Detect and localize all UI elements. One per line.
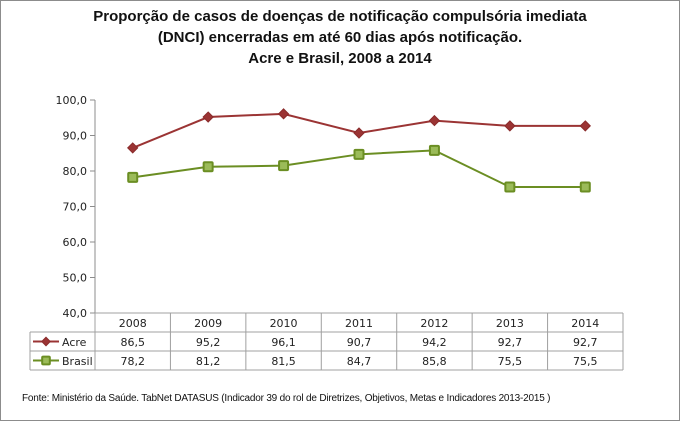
- data-label-brasil: 81,2: [196, 355, 221, 368]
- source-note: Fonte: Ministério da Saúde. TabNet DATAS…: [22, 393, 551, 404]
- y-tick-label: 80,0: [63, 165, 88, 178]
- data-point-acre: [428, 114, 441, 127]
- y-tick-label: 60,0: [63, 236, 88, 249]
- data-point-brasil: [127, 171, 139, 183]
- data-point-acre: [504, 120, 516, 132]
- data-point-acre: [353, 127, 365, 139]
- data-label-brasil: 84,7: [347, 355, 372, 368]
- legend-label-acre: Acre: [62, 336, 87, 349]
- data-point-brasil: [504, 181, 516, 193]
- legend-label-brasil: Brasil: [62, 355, 93, 368]
- data-point-brasil: [353, 148, 365, 160]
- data-label-acre: 90,7: [347, 336, 372, 349]
- data-point-brasil: [428, 144, 440, 156]
- data-label-acre: 86,5: [120, 336, 145, 349]
- data-point-brasil: [278, 160, 290, 172]
- chart-title-line-1: Proporção de casos de doenças de notific…: [93, 8, 587, 25]
- x-tick-label: 2010: [270, 317, 298, 330]
- data-point-acre: [127, 142, 139, 154]
- data-point-brasil: [579, 181, 591, 193]
- data-label-acre: 95,2: [196, 336, 221, 349]
- data-point-brasil: [202, 161, 214, 173]
- data-label-brasil: 75,5: [498, 355, 523, 368]
- data-label-acre: 92,7: [498, 336, 523, 349]
- x-tick-label: 2008: [119, 317, 147, 330]
- data-label-acre: 92,7: [573, 336, 598, 349]
- chart-title: Proporção de casos de doenças de notific…: [0, 6, 680, 69]
- chart-title-line-2: (DNCI) encerradas em até 60 dias após no…: [157, 29, 523, 46]
- y-tick-label: 40,0: [63, 307, 88, 320]
- data-label-acre: 94,2: [422, 336, 447, 349]
- x-tick-label: 2011: [345, 317, 373, 330]
- x-tick-label: 2014: [571, 317, 599, 330]
- legend-marker-acre: [41, 336, 51, 347]
- legend-marker-brasil: [41, 355, 51, 366]
- x-tick-label: 2013: [496, 317, 524, 330]
- y-tick-label: 100,0: [56, 94, 88, 107]
- y-tick-label: 50,0: [63, 272, 88, 285]
- data-point-acre: [277, 108, 290, 120]
- chart-title-line-3: Acre e Brasil, 2008 a 2014: [248, 50, 432, 67]
- y-tick-label: 90,0: [63, 130, 88, 143]
- data-label-brasil: 85,8: [422, 355, 447, 368]
- data-label-acre: 96,1: [271, 336, 296, 349]
- data-label-brasil: 78,2: [120, 355, 145, 368]
- data-point-acre: [579, 120, 591, 132]
- data-point-acre: [202, 111, 214, 123]
- data-label-brasil: 75,5: [573, 355, 598, 368]
- x-tick-label: 2012: [420, 317, 448, 330]
- y-tick-label: 70,0: [63, 201, 88, 214]
- data-label-brasil: 81,5: [271, 355, 296, 368]
- x-tick-label: 2009: [194, 317, 222, 330]
